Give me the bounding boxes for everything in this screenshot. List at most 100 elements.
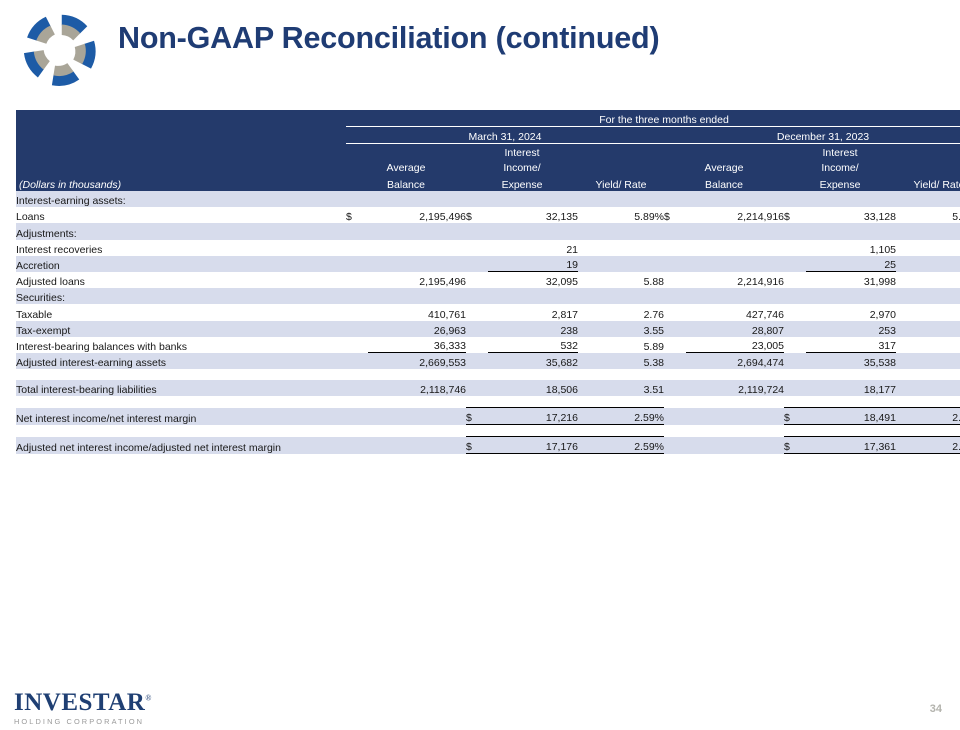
average-balance xyxy=(368,223,466,240)
interest-income-expense: 17,176 xyxy=(488,436,578,455)
currency-symbol xyxy=(346,255,368,272)
interest-income-expense: 32,135 xyxy=(488,207,578,224)
header-period-2: December 31, 2023 xyxy=(664,126,960,144)
interest-income-expense: 31,998 xyxy=(806,271,896,289)
currency-symbol: $ xyxy=(784,207,806,224)
currency-symbol xyxy=(466,271,488,289)
header-blank xyxy=(896,143,960,159)
table-spacer-row xyxy=(16,424,960,437)
row-label: Taxable xyxy=(16,304,346,321)
interest-income-expense xyxy=(488,191,578,208)
slide-header: Non-GAAP Reconciliation (continued) xyxy=(0,0,960,100)
currency-symbol xyxy=(346,271,368,289)
yield-rate: 2.75 xyxy=(896,304,960,321)
interest-income-expense: 32,095 xyxy=(488,271,578,289)
currency-symbol xyxy=(466,320,488,337)
header-avg-balance-line2: Balance xyxy=(346,174,466,191)
average-balance xyxy=(686,255,784,272)
yield-rate xyxy=(896,191,960,208)
table-spacer-row xyxy=(16,396,960,408)
header-interest-line1: Interest xyxy=(466,143,578,159)
interest-income-expense: 33,128 xyxy=(806,207,896,224)
interest-income-expense: 19 xyxy=(488,255,578,273)
average-balance xyxy=(368,407,466,425)
yield-rate: 3.50 xyxy=(896,320,960,337)
interest-income-expense: 2,970 xyxy=(806,304,896,321)
footer-wordmark-text: INVESTAR® xyxy=(14,690,152,715)
currency-symbol xyxy=(784,380,806,397)
row-label: Interest-bearing balances with banks xyxy=(16,336,346,353)
average-balance xyxy=(368,239,466,256)
header-blank xyxy=(664,143,784,159)
header-avg-balance-line2-b: Balance xyxy=(664,174,784,191)
interest-income-expense: 25 xyxy=(806,255,896,273)
yield-rate: 2.59% xyxy=(578,407,664,426)
currency-symbol: $ xyxy=(466,436,488,455)
interest-income-expense xyxy=(488,288,578,305)
average-balance: 2,195,496 xyxy=(368,271,466,289)
header-row-group: For the three months ended xyxy=(16,110,960,127)
row-label: Net interest income/net interest margin xyxy=(16,407,346,425)
header-interest-line3: Expense xyxy=(466,174,578,191)
currency-symbol xyxy=(664,271,686,289)
currency-symbol xyxy=(784,352,806,370)
spacer-cell xyxy=(16,424,960,437)
non-gaap-reconciliation-table: For the three months ended March 31, 202… xyxy=(16,110,960,455)
currency-symbol xyxy=(466,239,488,256)
yield-rate xyxy=(578,255,664,272)
average-balance xyxy=(368,255,466,272)
row-label: Loans xyxy=(16,207,346,224)
interest-income-expense: 35,682 xyxy=(488,352,578,370)
header-blank xyxy=(16,159,346,174)
header-blank xyxy=(578,143,664,159)
yield-rate: 2.72% xyxy=(896,407,960,426)
row-label: Adjusted loans xyxy=(16,271,346,289)
footer-subtitle: HOLDING CORPORATION xyxy=(14,717,145,726)
table-row: Adjustments: xyxy=(16,223,960,240)
row-label: Adjusted interest-earning assets xyxy=(16,352,346,370)
row-label: Adjusted net interest income/adjusted ne… xyxy=(16,436,346,454)
average-balance xyxy=(686,407,784,425)
table-row: Adjusted interest-earning assets 2,669,55… xyxy=(16,352,960,370)
yield-rate xyxy=(578,223,664,240)
average-balance xyxy=(686,191,784,208)
registered-trademark-icon: ® xyxy=(145,693,152,703)
header-avg-balance-line1-b: Average xyxy=(664,159,784,174)
header-group-label: For the three months ended xyxy=(346,110,960,127)
yield-rate: 3.55 xyxy=(578,320,664,337)
row-label: Interest recoveries xyxy=(16,239,346,256)
interest-income-expense: 18,506 xyxy=(488,380,578,397)
average-balance xyxy=(368,191,466,208)
yield-rate: 2.76 xyxy=(578,304,664,321)
currency-symbol xyxy=(466,288,488,305)
currency-symbol xyxy=(664,191,686,208)
currency-symbol xyxy=(466,304,488,321)
yield-rate xyxy=(896,255,960,272)
header-blank xyxy=(578,159,664,174)
yield-rate: 5.38 xyxy=(578,352,664,370)
currency-symbol: $ xyxy=(784,407,806,426)
currency-symbol xyxy=(664,352,686,370)
currency-symbol xyxy=(784,320,806,337)
header-interest-line2-b: Income/ xyxy=(784,159,896,174)
interest-income-expense: 17,216 xyxy=(488,407,578,426)
table-row: Adjusted loans 2,195,496 32,095 5.88 2,214,9… xyxy=(16,271,960,289)
table-row: Securities: xyxy=(16,288,960,305)
interest-income-expense: 1,105 xyxy=(806,239,896,256)
yield-rate: 5.93% xyxy=(896,207,960,224)
table-header: For the three months ended March 31, 202… xyxy=(16,110,960,191)
yield-rate: 2.59% xyxy=(578,436,664,455)
currency-symbol xyxy=(346,436,368,454)
interest-income-expense: 18,491 xyxy=(806,407,896,426)
currency-symbol xyxy=(466,352,488,370)
currency-symbol xyxy=(664,407,686,425)
average-balance: 2,669,553 xyxy=(368,352,466,370)
header-blank xyxy=(896,159,960,174)
yield-rate: 5.73 xyxy=(896,271,960,289)
currency-symbol xyxy=(346,407,368,425)
currency-symbol xyxy=(784,336,806,353)
currency-symbol xyxy=(466,255,488,272)
yield-rate xyxy=(896,288,960,305)
header-blank xyxy=(16,143,346,159)
